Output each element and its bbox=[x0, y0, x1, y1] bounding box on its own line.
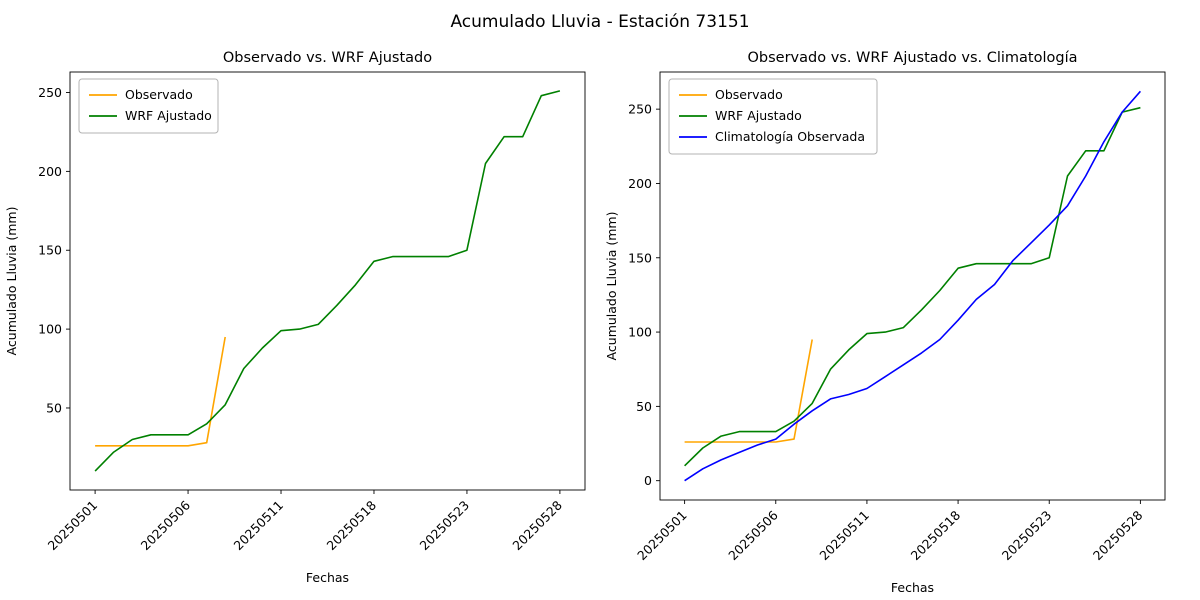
y-tick-label: 100 bbox=[38, 322, 62, 337]
chart-observado-wrf: 50 100 150 200 250 20250501 20250506 20250511 20… bbox=[4, 50, 586, 585]
legend-label-wrf-ajustado: WRF Ajustado bbox=[715, 108, 802, 123]
axes-spines bbox=[69, 71, 586, 491]
x-tick-label: 20250501 bbox=[45, 498, 101, 554]
y-tick-label: 100 bbox=[628, 325, 652, 340]
x-tick-label: 20250523 bbox=[999, 508, 1055, 564]
x-tick-label: 20250506 bbox=[138, 497, 194, 553]
x-tick-label: 20250523 bbox=[416, 498, 472, 554]
y-tick-label: 50 bbox=[636, 399, 652, 414]
legend-label-climatolog-a-observada: Climatología Observada bbox=[715, 129, 865, 144]
plot-background bbox=[70, 72, 585, 490]
figure-title: Acumulado Lluvia - Estación 73151 bbox=[450, 12, 750, 32]
y-tick-label: 200 bbox=[628, 176, 652, 191]
x-tick-label: 20250511 bbox=[231, 498, 287, 554]
series-line-wrf-ajustado bbox=[94, 90, 561, 472]
chart-observado-wrf-climatologia: 0 50 100 150 200 250 20250501 20250506 20250511 2… bbox=[604, 50, 1166, 595]
y-tick-label: 150 bbox=[628, 250, 652, 265]
series-line-wrf-ajustado bbox=[684, 106, 1141, 467]
x-tick-label: 20250506 bbox=[725, 507, 781, 563]
legend-label-observado: Observado bbox=[125, 87, 193, 102]
legend: Observado WRF Ajustado Climatología Observ… bbox=[668, 78, 878, 155]
y-tick-label: 150 bbox=[38, 243, 62, 258]
subplot-title: Observado vs. WRF Ajustado bbox=[223, 50, 432, 66]
legend-box bbox=[78, 78, 219, 134]
x-tick-label: 20250511 bbox=[816, 508, 872, 564]
legend: Observado WRF Ajustado bbox=[78, 78, 219, 134]
y-tick-label: 250 bbox=[38, 85, 62, 100]
series-line-observado bbox=[684, 339, 813, 443]
y-tick-label: 0 bbox=[644, 473, 652, 488]
y-tick-label: 50 bbox=[46, 400, 62, 415]
x-tick-label: 20250518 bbox=[908, 507, 964, 563]
series-line-climatolog-a-observada bbox=[684, 90, 1142, 482]
y-axis-label: Acumulado Lluvia (mm) bbox=[604, 212, 619, 361]
y-axis-label: Acumulado Lluvia (mm) bbox=[4, 207, 19, 356]
x-tick-label: 20250501 bbox=[634, 508, 690, 564]
legend-label-wrf-ajustado: WRF Ajustado bbox=[125, 108, 212, 123]
x-tick-label: 20250528 bbox=[509, 497, 565, 553]
series-line-observado bbox=[95, 336, 226, 447]
legend-label-observado: Observado bbox=[715, 87, 783, 102]
y-tick-label: 250 bbox=[628, 102, 652, 117]
legend-box bbox=[668, 78, 878, 155]
x-axis-label: Fechas bbox=[306, 570, 349, 585]
subplot-title: Observado vs. WRF Ajustado vs. Climatolo… bbox=[748, 50, 1078, 66]
x-tick-label: 20250528 bbox=[1090, 507, 1146, 563]
axes-spines bbox=[659, 71, 1166, 501]
x-axis-label: Fechas bbox=[891, 580, 934, 595]
y-tick-label: 200 bbox=[38, 164, 62, 179]
x-tick-label: 20250518 bbox=[324, 497, 380, 553]
